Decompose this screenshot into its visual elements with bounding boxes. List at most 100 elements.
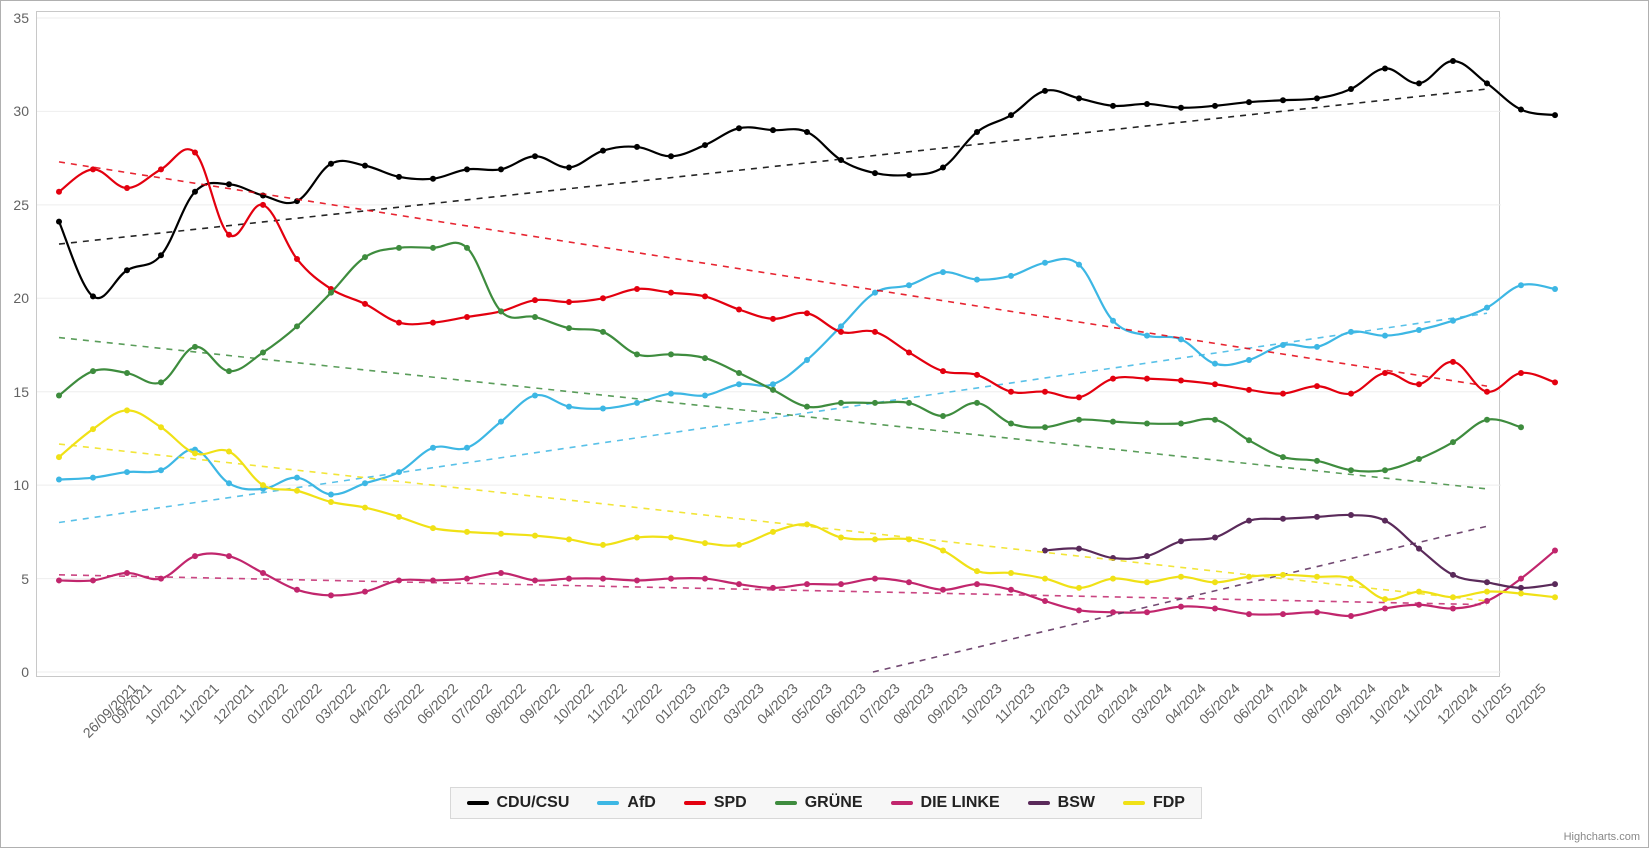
series-marker	[1178, 604, 1184, 610]
series-marker	[872, 170, 878, 176]
series-marker	[1348, 512, 1354, 518]
series-marker	[464, 245, 470, 251]
series-marker	[1144, 333, 1150, 339]
trend-line	[59, 338, 1487, 489]
series-marker	[464, 314, 470, 320]
series-marker	[1212, 381, 1218, 387]
series-marker	[1212, 605, 1218, 611]
series-marker	[702, 293, 708, 299]
series-marker	[1110, 576, 1116, 582]
series-marker	[1382, 65, 1388, 71]
series-marker	[294, 488, 300, 494]
series-marker	[532, 577, 538, 583]
series-marker	[872, 576, 878, 582]
series-marker	[192, 189, 198, 195]
series-marker	[90, 475, 96, 481]
series-marker	[1246, 99, 1252, 105]
series-marker	[770, 387, 776, 393]
series-marker	[532, 314, 538, 320]
series-marker	[770, 529, 776, 535]
series-marker	[192, 344, 198, 350]
series-marker	[362, 163, 368, 169]
series-marker	[566, 576, 572, 582]
series-marker	[1178, 378, 1184, 384]
series-marker	[1314, 383, 1320, 389]
series-marker	[1042, 389, 1048, 395]
series-marker	[124, 267, 130, 273]
credit-label: Highcharts.com	[1564, 831, 1640, 843]
series-marker	[736, 581, 742, 587]
series-marker	[770, 127, 776, 133]
series-marker	[566, 325, 572, 331]
series-marker	[1178, 538, 1184, 544]
series-marker	[1416, 381, 1422, 387]
series-marker	[396, 320, 402, 326]
series-marker	[1042, 88, 1048, 94]
series-marker	[1348, 329, 1354, 335]
series-marker	[634, 351, 640, 357]
series-marker	[464, 445, 470, 451]
series-marker	[124, 570, 130, 576]
series-line	[59, 259, 1555, 495]
legend-item[interactable]: FDP	[1123, 794, 1185, 812]
series-marker	[702, 540, 708, 546]
series-marker	[600, 329, 606, 335]
series-marker	[1280, 516, 1286, 522]
series-marker	[668, 534, 674, 540]
series-marker	[668, 576, 674, 582]
legend: CDU/CSU AfD SPD GRÜNE DIE LINKE BSW FDP	[450, 787, 1202, 819]
series-marker	[906, 172, 912, 178]
series-marker	[56, 219, 62, 225]
series-marker	[90, 368, 96, 374]
series-marker	[532, 533, 538, 539]
series-marker	[1518, 424, 1524, 430]
series-marker	[668, 153, 674, 159]
series-marker	[1314, 514, 1320, 520]
series-marker	[1552, 581, 1558, 587]
legend-item[interactable]: SPD	[684, 794, 747, 812]
series-marker	[328, 161, 334, 167]
series-marker	[192, 150, 198, 156]
legend-label: AfD	[627, 794, 655, 812]
series-marker	[498, 166, 504, 172]
series-marker	[702, 392, 708, 398]
series-marker	[294, 256, 300, 262]
legend-item[interactable]: CDU/CSU	[467, 794, 570, 812]
legend-label: CDU/CSU	[497, 794, 570, 812]
series-marker	[668, 290, 674, 296]
series-marker	[226, 480, 232, 486]
series-marker	[634, 144, 640, 150]
series-marker	[158, 166, 164, 172]
legend-item[interactable]: DIE LINKE	[891, 794, 1000, 812]
series-marker	[260, 202, 266, 208]
legend-item[interactable]: GRÜNE	[775, 794, 863, 812]
series-marker	[396, 514, 402, 520]
series-marker	[294, 475, 300, 481]
series-line	[59, 61, 1555, 298]
series-marker	[1212, 103, 1218, 109]
series-marker	[668, 351, 674, 357]
legend-swatch	[684, 801, 706, 805]
legend-item[interactable]: AfD	[597, 794, 655, 812]
series-marker	[566, 536, 572, 542]
series-marker	[1382, 333, 1388, 339]
series-marker	[736, 381, 742, 387]
series-marker	[1280, 611, 1286, 617]
trend-line	[59, 162, 1487, 386]
chart-svg	[37, 12, 1501, 678]
series-marker	[804, 129, 810, 135]
series-marker	[1518, 282, 1524, 288]
y-tick-label: 30	[13, 103, 29, 119]
series-marker	[940, 269, 946, 275]
series-marker	[1110, 103, 1116, 109]
series-marker	[158, 424, 164, 430]
series-marker	[396, 174, 402, 180]
series-marker	[124, 370, 130, 376]
legend-swatch	[467, 801, 489, 805]
series-marker	[1280, 391, 1286, 397]
series-marker	[56, 189, 62, 195]
legend-item[interactable]: BSW	[1028, 794, 1095, 812]
series-marker	[1144, 579, 1150, 585]
series-marker	[498, 570, 504, 576]
legend-label: DIE LINKE	[921, 794, 1000, 812]
